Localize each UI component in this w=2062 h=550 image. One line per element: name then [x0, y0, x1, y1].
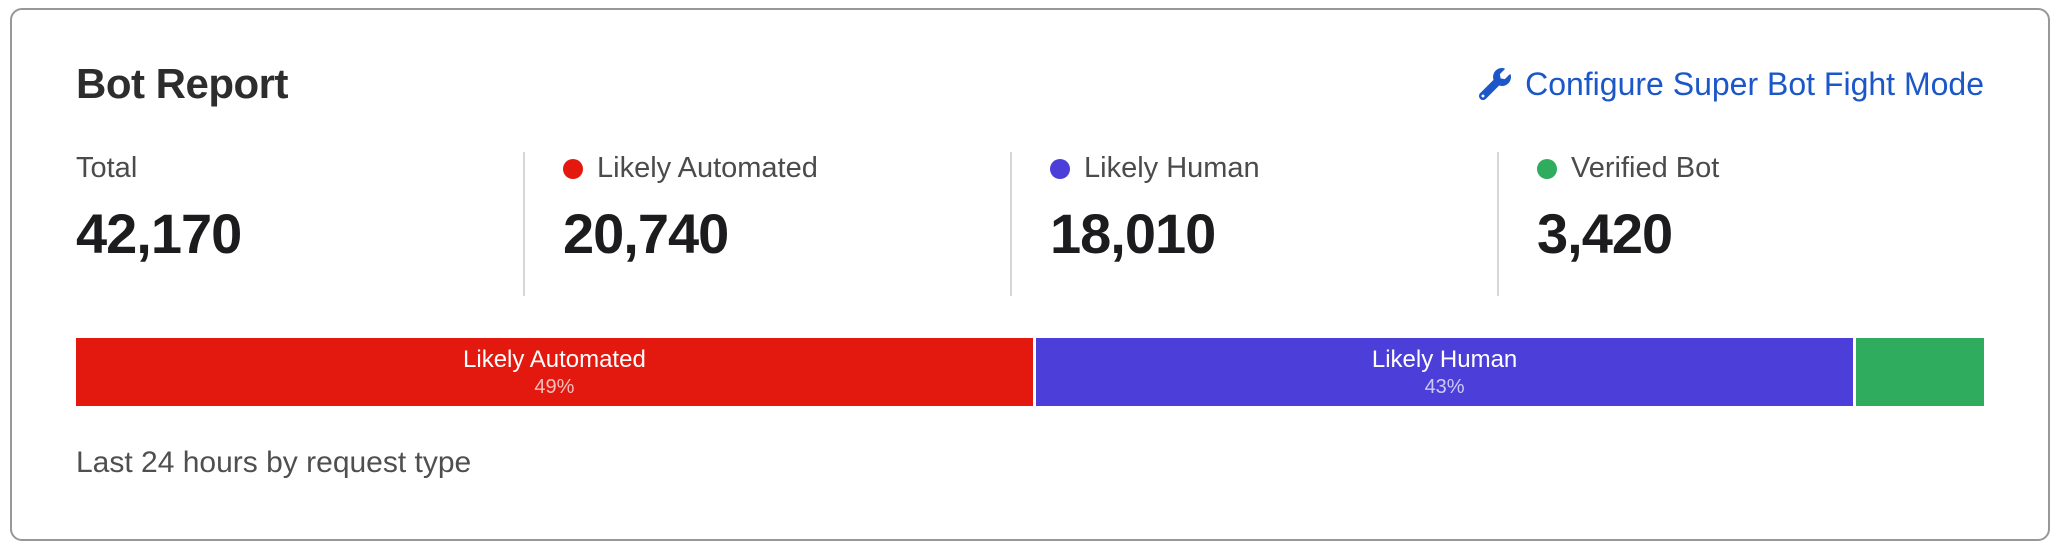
page-title: Bot Report [76, 60, 288, 107]
stat-verified-bot-label-row: Verified Bot [1537, 152, 1984, 185]
bar-segment-likely-human: Likely Human 43% [1035, 338, 1854, 406]
stat-likely-human-value: 18,010 [1050, 202, 1216, 265]
stat-likely-human-label-row: Likely Human [1050, 152, 1497, 185]
configure-super-bot-fight-mode-link[interactable]: Configure Super Bot Fight Mode [1479, 66, 1984, 103]
configure-link-label: Configure Super Bot Fight Mode [1525, 65, 1984, 102]
stat-likely-human: Likely Human 18,010 [1010, 152, 1497, 296]
stat-total-label-row: Total [76, 152, 523, 185]
footer-note: Last 24 hours by request type [76, 446, 472, 479]
verified-bot-dot-icon [1537, 158, 1557, 179]
bar-segment-percent: 49% [534, 376, 575, 398]
likely-automated-dot-icon [563, 158, 583, 179]
bot-report-card: Bot Report Configure Super Bot Fight Mod… [10, 8, 2050, 541]
stat-label: Verified Bot [1571, 152, 1720, 184]
stat-label: Likely Human [1084, 152, 1260, 184]
stat-label: Total [76, 152, 138, 184]
stats-row: Total 42,170 Likely Automated 20,740 Lik… [76, 152, 1984, 296]
card-header: Bot Report Configure Super Bot Fight Mod… [76, 60, 1984, 108]
wrench-icon [1479, 68, 1512, 100]
stat-total: Total 42,170 [76, 152, 523, 296]
request-type-stacked-bar: Likely Automated 49% Likely Human 43% [76, 338, 1984, 406]
bar-segment-label: Likely Human [1371, 346, 1518, 373]
stat-verified-bot-value: 3,420 [1537, 202, 1673, 265]
bar-segment-verified-bot [1856, 338, 1984, 406]
stat-label: Likely Automated [597, 152, 818, 184]
stat-likely-automated: Likely Automated 20,740 [523, 152, 1010, 296]
bar-segment-percent: 43% [1424, 376, 1465, 398]
likely-human-dot-icon [1050, 158, 1070, 179]
bar-segment-likely-automated: Likely Automated 49% [76, 338, 1033, 406]
stat-likely-automated-label-row: Likely Automated [563, 152, 1010, 185]
stat-verified-bot: Verified Bot 3,420 [1497, 152, 1984, 296]
stat-total-value: 42,170 [76, 202, 242, 265]
stat-likely-automated-value: 20,740 [563, 202, 729, 265]
bar-segment-label: Likely Automated [463, 346, 646, 373]
